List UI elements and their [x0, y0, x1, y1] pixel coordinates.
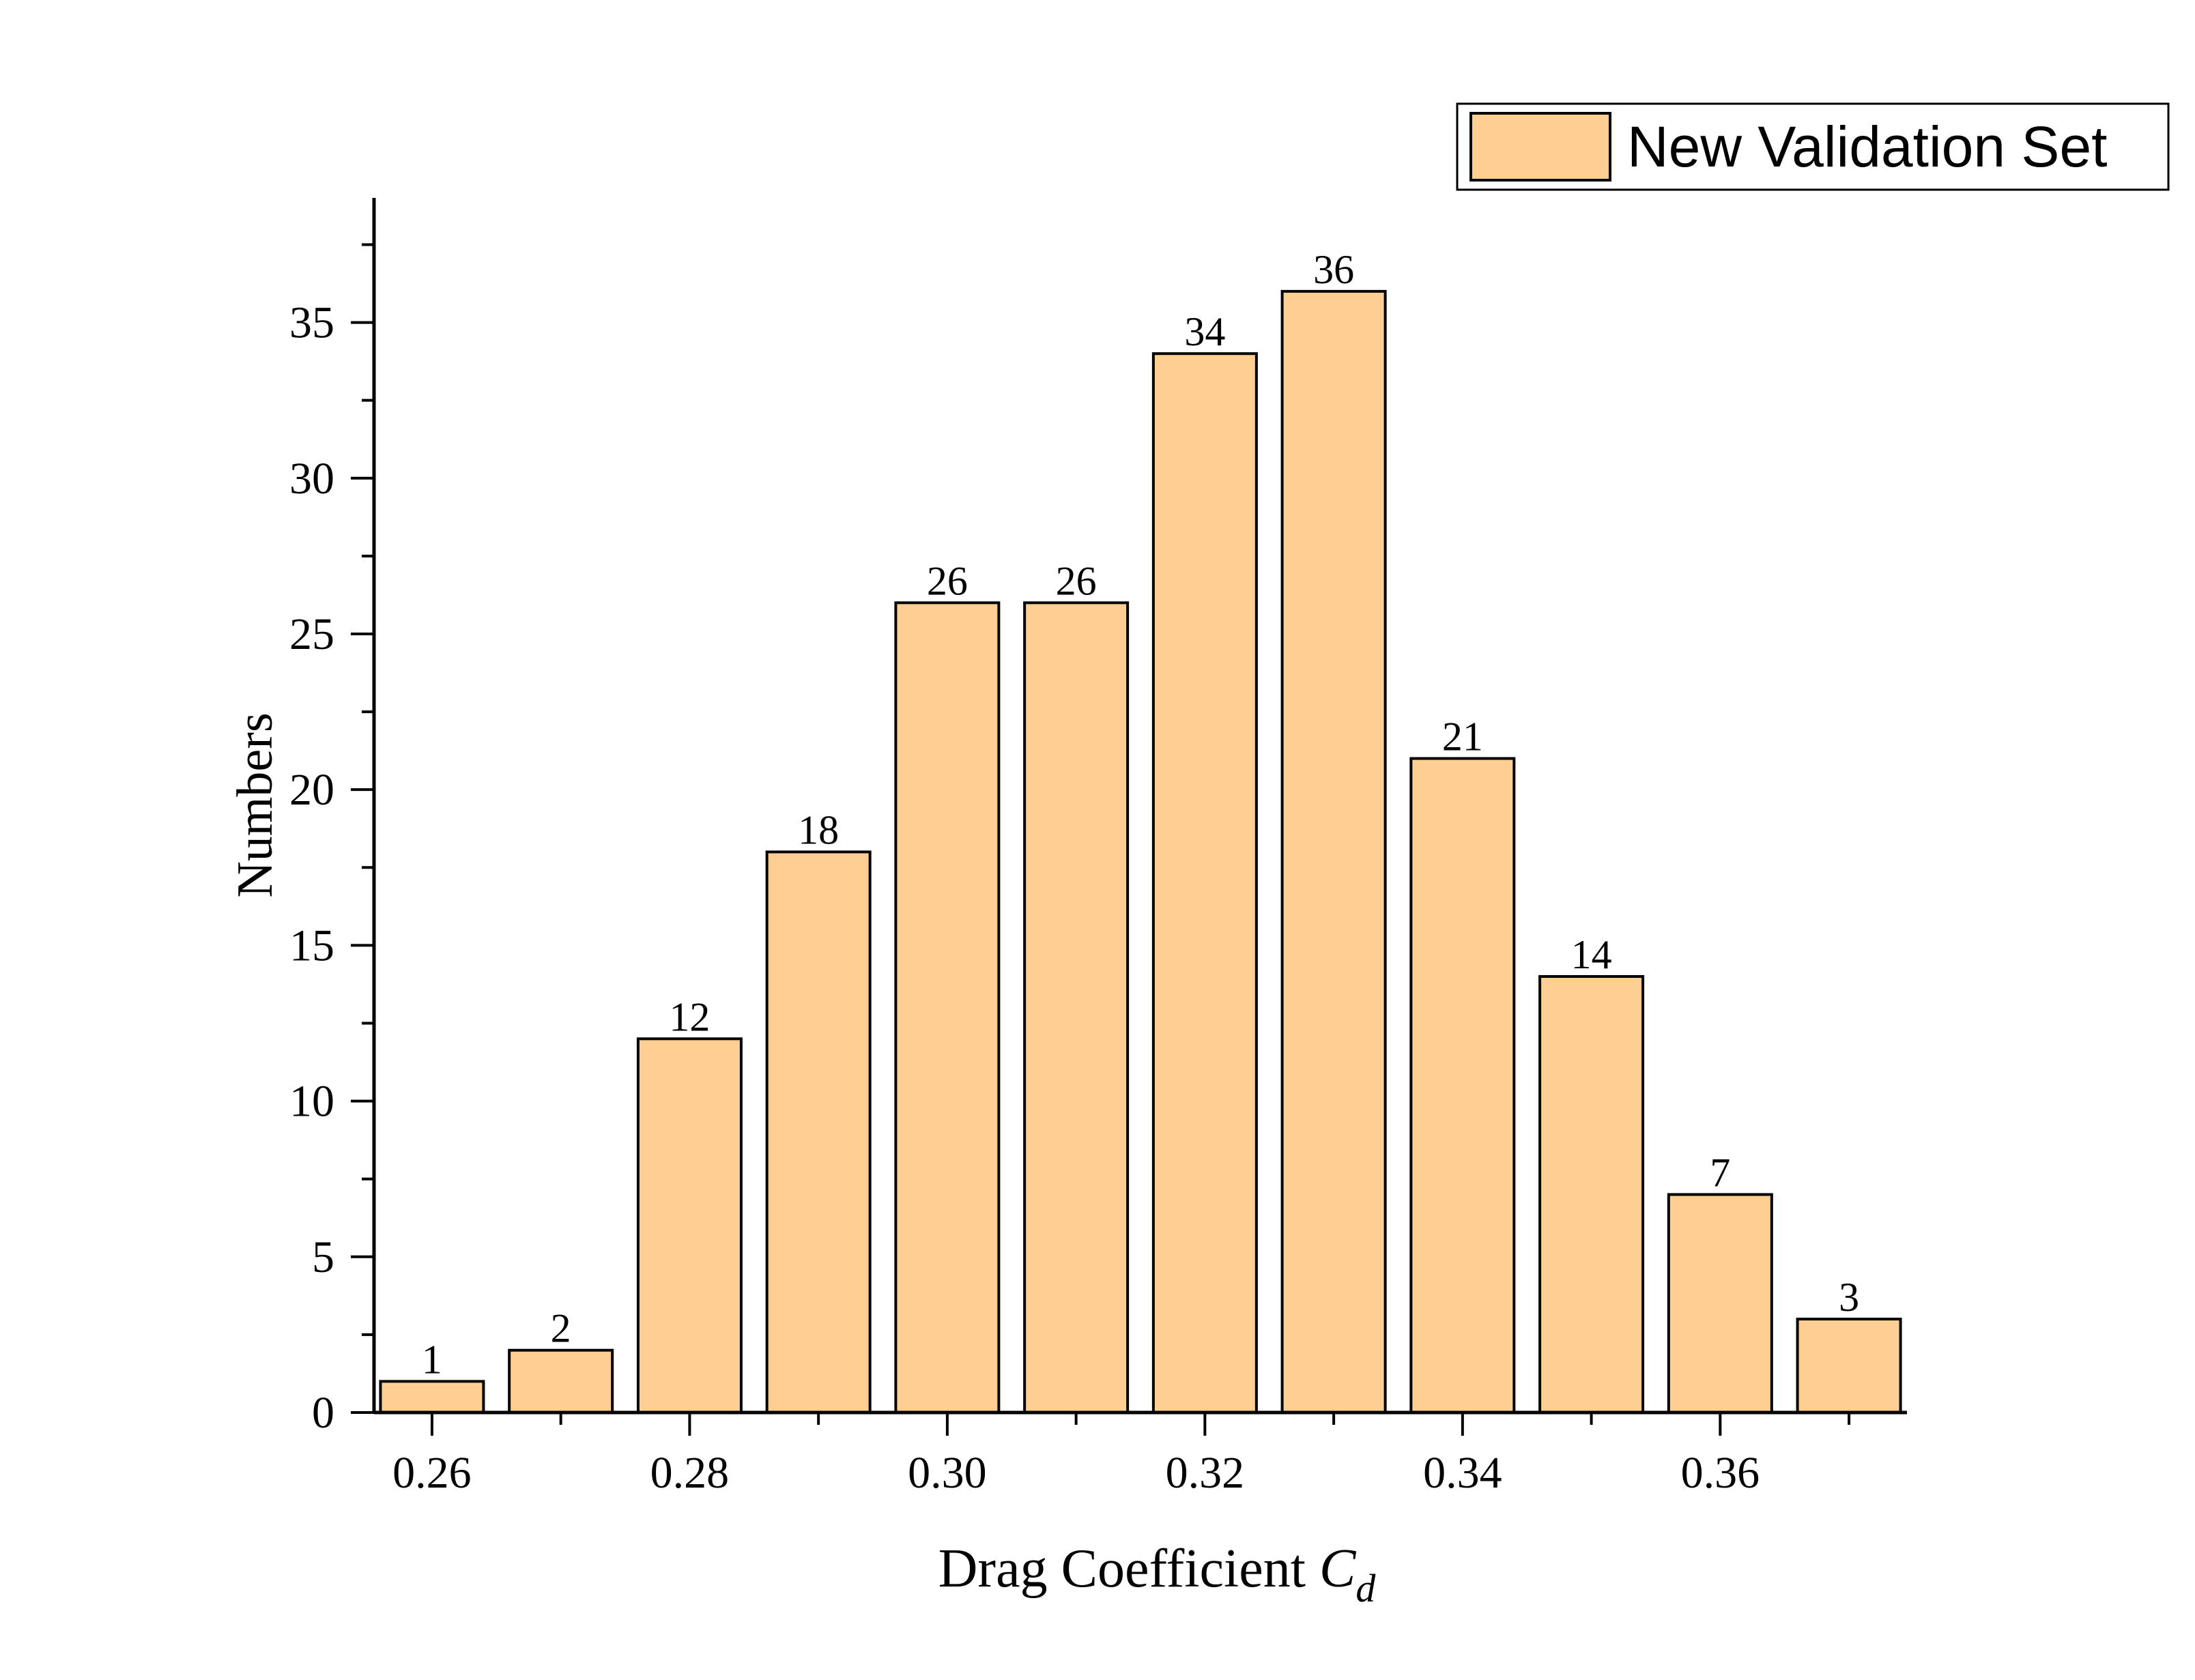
y-tick-label: 10	[289, 1077, 334, 1127]
bar	[636, 1037, 743, 1415]
x-axis-label-text: Drag Coefficient	[938, 1539, 1319, 1599]
bar	[1538, 975, 1645, 1414]
bar	[1151, 352, 1258, 1415]
x-axis-label-subscript: d	[1355, 1566, 1376, 1610]
bar	[1667, 1193, 1773, 1414]
bar-value-label: 26	[927, 558, 968, 603]
x-axis-label-symbol: C	[1319, 1539, 1357, 1599]
x-axis-label: Drag Coefficient Cd	[938, 1539, 1377, 1610]
bar	[894, 601, 1001, 1414]
x-tick-label: 0.32	[1166, 1448, 1245, 1498]
bar-value-label: 2	[551, 1306, 571, 1351]
bars	[379, 289, 1902, 1415]
y-tick-label: 35	[289, 298, 334, 348]
x-tick-label: 0.36	[1681, 1448, 1760, 1498]
bar-value-label: 14	[1571, 932, 1612, 977]
bar	[1409, 757, 1516, 1414]
x-tick-label: 0.28	[650, 1448, 730, 1498]
bar-value-label: 7	[1710, 1150, 1730, 1196]
bar-value-label: 34	[1184, 309, 1225, 354]
bar	[508, 1348, 614, 1414]
x-tick-label: 0.26	[392, 1448, 472, 1498]
bar	[379, 1380, 485, 1415]
x-tick-label: 0.34	[1423, 1448, 1502, 1498]
y-tick-label: 0	[312, 1388, 334, 1438]
legend-swatch	[1469, 112, 1611, 182]
bar-value-label: 1	[422, 1337, 442, 1382]
y-tick-label: 30	[289, 454, 334, 504]
y-axis: 0 5 10 15 20 25 30 35	[289, 198, 376, 1438]
bar	[1023, 601, 1130, 1414]
bar	[1796, 1318, 1902, 1414]
y-tick-label: 15	[289, 921, 334, 970]
bar-value-label: 26	[1056, 558, 1097, 603]
bar-value-label: 36	[1313, 247, 1354, 292]
bar-value-label: 12	[669, 994, 710, 1039]
bar-value-label: 3	[1839, 1275, 1859, 1320]
y-tick-label: 20	[289, 765, 334, 815]
bar-value-label: 18	[798, 807, 839, 852]
legend-label: New Validation Set	[1627, 115, 2108, 179]
y-tick-label: 5	[312, 1232, 334, 1282]
legend: New Validation Set	[1456, 102, 2170, 191]
bar	[765, 850, 872, 1414]
y-axis-label: Numbers	[227, 712, 283, 897]
x-axis: 0.26 0.28 0.30 0.32 0.34 0.36	[374, 1410, 1907, 1498]
x-tick-label: 0.30	[908, 1448, 987, 1498]
bar-value-label: 21	[1442, 714, 1483, 759]
y-tick-label: 25	[289, 609, 334, 659]
bar	[1280, 289, 1387, 1414]
